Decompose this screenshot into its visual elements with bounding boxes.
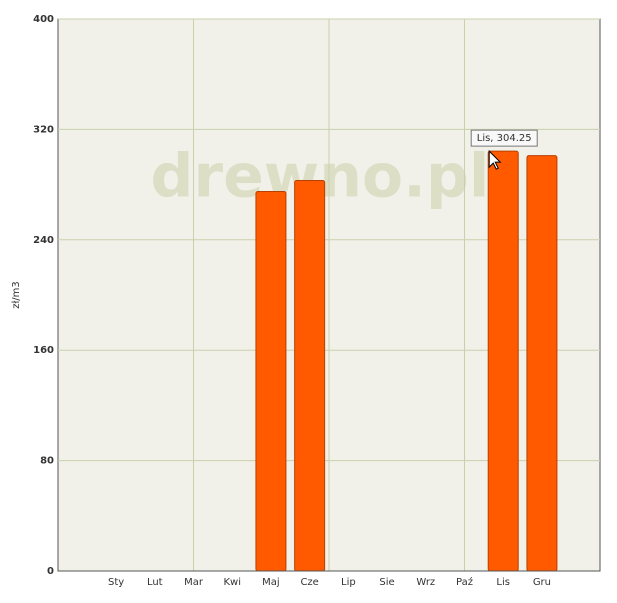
cursor bbox=[488, 149, 502, 170]
bar bbox=[526, 155, 558, 572]
x-tick-label: Lut bbox=[147, 577, 163, 588]
bar bbox=[487, 150, 519, 572]
x-tick-label: Cze bbox=[300, 577, 318, 588]
y-tick-label: 400 bbox=[33, 14, 54, 25]
x-tick-label: Kwi bbox=[223, 577, 241, 588]
x-tick-label: Sty bbox=[108, 577, 124, 588]
x-tick-label: Gru bbox=[533, 577, 551, 588]
tooltip: Lis, 304.25 bbox=[477, 133, 532, 144]
bar bbox=[255, 191, 287, 572]
x-tick-label: Paź bbox=[456, 576, 473, 588]
y-axis-label: zł/m3 bbox=[11, 281, 22, 309]
x-tick-label: Lip bbox=[341, 577, 356, 588]
x-tick-label: Mar bbox=[184, 577, 204, 588]
bar bbox=[294, 179, 326, 572]
x-tick-label: Wrz bbox=[416, 577, 435, 588]
y-tick-label: 80 bbox=[40, 456, 54, 467]
y-tick-label: 0 bbox=[47, 566, 54, 577]
y-tick-label: 160 bbox=[33, 345, 54, 356]
y-tick-label: 320 bbox=[33, 124, 54, 135]
x-tick-label: Maj bbox=[262, 577, 280, 588]
tooltip-box bbox=[470, 129, 538, 147]
y-tick-label: 240 bbox=[33, 235, 54, 246]
x-tick-label: Sie bbox=[379, 577, 394, 588]
x-tick-label: Lis bbox=[496, 577, 510, 588]
